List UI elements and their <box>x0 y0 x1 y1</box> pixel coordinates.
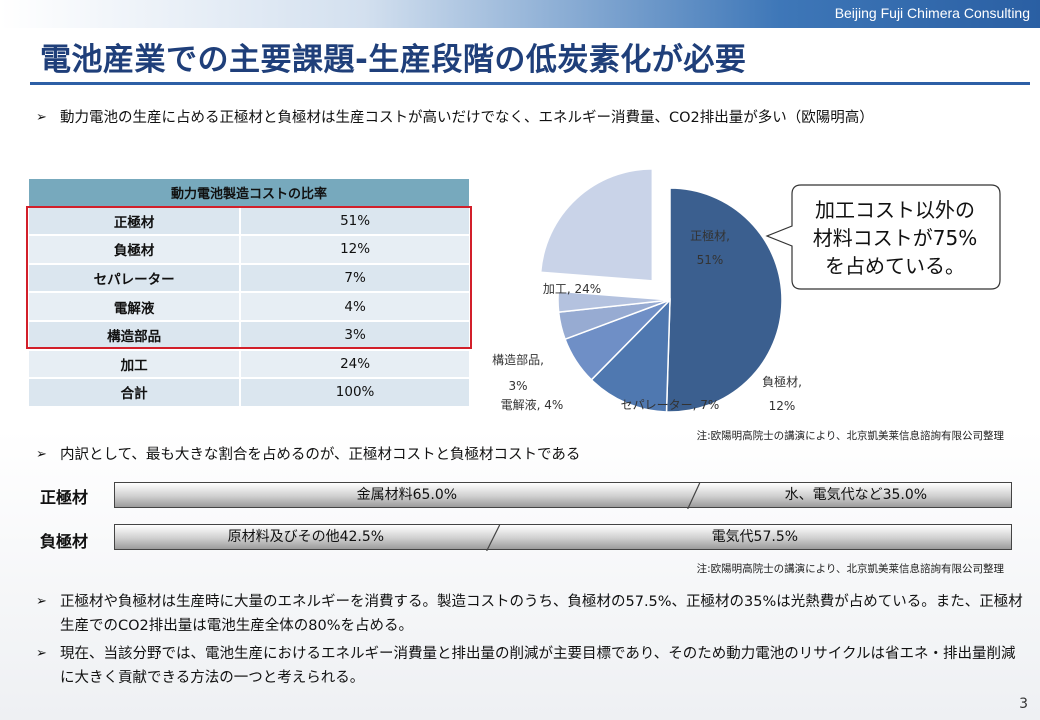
bar-segment: 電気代57.5% <box>711 529 799 545</box>
table-cell-name: 加工 <box>26 348 242 380</box>
bullet-1-text: 動力電池の生産に占める正極材と負極材は生産コストが高いだけでなく、エネルギー消費… <box>60 110 874 126</box>
callout-line: 材料コストが75% <box>812 226 978 250</box>
table-row: 加工 24% <box>26 348 471 380</box>
table-cell-value: 24% <box>239 348 471 380</box>
table-header-row: 動力電池製造コストの比率 <box>27 177 471 208</box>
label-anode-name: 負極材, <box>762 374 802 389</box>
bar-label-anode: 負極材 <box>40 532 89 551</box>
pie-slice-加工 <box>539 168 654 282</box>
label-anode-value: 12% <box>769 399 796 413</box>
source-note: 注:欧陽明高院士の講演により、北京凱美莱信息諮詢有限公司整理 <box>696 563 1004 575</box>
bullet-arrow-icon: ➢ <box>36 646 47 661</box>
label-cathode-name: 正極材, <box>690 228 730 243</box>
label-structure-value: 3% <box>508 379 527 393</box>
label-structure-name: 構造部品, <box>492 352 544 367</box>
table-cell-name: 正極材 <box>26 205 242 237</box>
label-electrolyte: 電解液, 4% <box>501 397 564 412</box>
table-cell-name: 負極材 <box>26 234 242 265</box>
company-name: Beijing Fuji Chimera Consulting <box>834 5 1030 21</box>
table-cell-name: 構造部品 <box>26 319 242 351</box>
title-divider <box>30 82 1030 85</box>
label-processing: 加工, 24% <box>543 282 601 296</box>
bar-segment: 金属材料65.0% <box>356 487 458 503</box>
bar-segment: 水、電気代など35.0% <box>784 487 928 503</box>
page-number: 3 <box>1019 696 1028 712</box>
table-row: 負極材 12% <box>26 234 471 265</box>
table-cell-value: 12% <box>239 234 471 265</box>
table-cell-value: 51% <box>239 205 471 237</box>
bullet-1: ➢ 動力電池の生産に占める正極材と負極材は生産コストが高いだけでなく、エネルギー… <box>28 106 1028 130</box>
table-cell-value: 4% <box>239 291 471 322</box>
pie-slices <box>539 168 783 413</box>
label-separator: セパレーター, 7% <box>621 398 720 412</box>
bullet-arrow-icon: ➢ <box>36 594 47 609</box>
table-cell-value: 100% <box>239 377 471 408</box>
table-cell-value: 3% <box>239 319 471 351</box>
bar-divider <box>486 525 501 551</box>
table-cell-name: 合計 <box>26 377 242 408</box>
page-title: 電池産業での主要課題-生産段階の低炭素化が必要 <box>40 42 747 78</box>
anode-cost-bar: 原材料及びその他42.5% 電気代57.5% <box>114 524 1012 551</box>
table-row: 合計 100% <box>26 377 471 408</box>
cathode-cost-bar: 金属材料65.0% 水、電気代など35.0% <box>114 482 1012 509</box>
source-note: 注:欧陽明高院士の講演により、北京凱美莱信息諮詢有限公司整理 <box>696 430 1004 442</box>
table-row: 正極材 51% <box>26 205 471 237</box>
pie-slice-正極材 <box>665 187 783 413</box>
bullet-arrow-icon: ➢ <box>36 110 47 125</box>
bullet-2: ➢ 内訳として、最も大きな割合を占めるのが、正極材コストと負極材コストである <box>28 443 1028 467</box>
callout-text: 加工コスト以外の 材料コストが75% を占めている。 <box>795 196 995 280</box>
bullet-3: ➢ 正極材や負極材は生産時に大量のエネルギーを消費する。製造コストのうち、負極材… <box>28 590 1028 638</box>
callout-line: 加工コスト以外の <box>815 198 975 222</box>
bullet-2-text: 内訳として、最も大きな割合を占めるのが、正極材コストと負極材コストである <box>60 447 581 463</box>
table-cell-name: 電解液 <box>26 291 242 322</box>
bullet-4-text: 現在、当該分野では、電池生産におけるエネルギー消費量と排出量の削減が主要目標であ… <box>60 646 1016 686</box>
bullet-4: ➢ 現在、当該分野では、電池生産におけるエネルギー消費量と排出量の削減が主要目標… <box>28 642 1028 690</box>
bar-label-cathode: 正極材 <box>40 488 89 507</box>
highlight-box <box>26 206 472 349</box>
callout-bubble <box>765 184 1001 290</box>
table-row: セパレーター 7% <box>26 262 471 294</box>
callout-line: を占めている。 <box>825 254 965 278</box>
pie-chart: 正極材, 51% 負極材, 12% セパレーター, 7% 電解液, 4% 構造部… <box>492 168 802 413</box>
label-cathode-value: 51% <box>697 253 724 267</box>
cost-table: 動力電池製造コストの比率 正極材 51% 負極材 12% セパレーター 7% 電… <box>26 177 471 408</box>
pie-slice-負極材 <box>590 298 671 413</box>
table-row: 電解液 4% <box>26 291 471 322</box>
bullet-arrow-icon: ➢ <box>36 447 47 462</box>
table-header: 動力電池製造コストの比率 <box>27 177 471 208</box>
bar-divider <box>687 483 701 509</box>
table-row: 構造部品 3% <box>26 319 471 351</box>
top-banner: Beijing Fuji Chimera Consulting <box>0 0 1040 28</box>
table-cell-name: セパレーター <box>26 262 242 294</box>
table-cell-value: 7% <box>239 262 471 294</box>
pie-slice-構造部品 <box>557 290 671 313</box>
bar-segment: 原材料及びその他42.5% <box>227 529 385 545</box>
bullet-3-text: 正極材や負極材は生産時に大量のエネルギーを消費する。製造コストのうち、負極材の5… <box>60 594 1023 634</box>
